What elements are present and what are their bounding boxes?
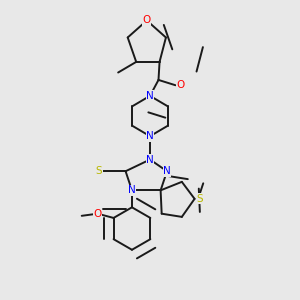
Text: S: S (196, 194, 203, 204)
Text: N: N (128, 185, 136, 195)
Text: O: O (94, 209, 102, 219)
Text: N: N (146, 91, 154, 101)
Text: O: O (143, 16, 151, 26)
Text: S: S (96, 166, 102, 176)
Text: N: N (163, 166, 171, 176)
Text: N: N (146, 131, 154, 141)
Text: O: O (177, 80, 185, 90)
Text: N: N (146, 154, 154, 165)
